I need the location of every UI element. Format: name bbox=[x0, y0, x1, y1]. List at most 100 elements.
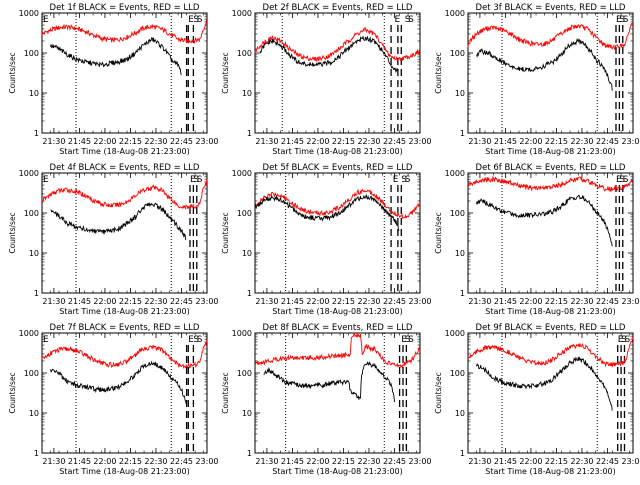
y-axis-label: Counts/sec bbox=[8, 212, 17, 253]
event-marker-label: E bbox=[401, 335, 407, 345]
x-tick-label: 22:00 bbox=[519, 297, 542, 306]
events-series-line bbox=[476, 37, 613, 91]
y-tick-label: 1 bbox=[247, 289, 252, 298]
x-axis-label: Start Time (18-Aug-08 21:23:00) bbox=[59, 307, 190, 316]
x-tick-label: 22:30 bbox=[357, 137, 380, 146]
x-tick-label: 22:45 bbox=[383, 137, 406, 146]
y-tick-label: 100 bbox=[24, 369, 39, 378]
events-series-line bbox=[50, 36, 182, 76]
x-tick-label: 21:45 bbox=[494, 457, 517, 466]
x-tick-label: 21:45 bbox=[68, 457, 91, 466]
y-tick-label: 1000 bbox=[19, 329, 39, 338]
y-axis-label: Counts/sec bbox=[434, 52, 443, 93]
y-axis-label: Counts/sec bbox=[8, 52, 17, 93]
x-tick-label: 22:45 bbox=[383, 457, 406, 466]
panel-title: Det 5f BLACK = Events, RED = LLD bbox=[263, 163, 413, 173]
x-tick-label: 22:15 bbox=[545, 297, 568, 306]
event-marker-label: E bbox=[188, 15, 194, 25]
event-marker-label: S bbox=[401, 175, 407, 185]
y-tick-label: 10 bbox=[242, 409, 252, 418]
events-series-line bbox=[476, 356, 613, 411]
y-tick-label: 1 bbox=[460, 129, 465, 138]
x-tick-label: 21:45 bbox=[281, 457, 304, 466]
x-tick-label: 21:45 bbox=[68, 297, 91, 306]
x-tick-label: 22:45 bbox=[170, 457, 193, 466]
y-tick-label: 1000 bbox=[445, 9, 465, 18]
x-tick-label: 22:15 bbox=[119, 297, 142, 306]
detector-panel-4: Det 4f BLACK = Events, RED = LLD 1 10 100 10… bbox=[8, 163, 219, 316]
detector-panel-1: Det 1f BLACK = Events, RED = LLD 1 10 100 10… bbox=[8, 3, 219, 156]
event-marker-label: S bbox=[621, 335, 627, 345]
y-tick-label: 1000 bbox=[232, 9, 252, 18]
panel-title: Det 2f BLACK = Events, RED = LLD bbox=[263, 3, 413, 13]
event-marker-label: E bbox=[188, 335, 194, 345]
event-marker-label: S bbox=[619, 15, 625, 25]
plot-frame bbox=[467, 12, 634, 134]
lld-series-line bbox=[41, 340, 208, 370]
x-tick-label: 22:15 bbox=[332, 457, 355, 466]
event-marker-label: S bbox=[197, 175, 203, 185]
y-tick-label: 10 bbox=[29, 249, 39, 258]
event-marker-label: S bbox=[624, 335, 630, 345]
x-axis-label: Start Time (18-Aug-08 21:23:00) bbox=[485, 307, 616, 316]
panel-title: Det 9f BLACK = Events, RED = LLD bbox=[476, 323, 626, 333]
y-tick-label: 10 bbox=[242, 249, 252, 258]
event-marker-label: E bbox=[616, 175, 622, 185]
x-axis-label: Start Time (18-Aug-08 21:23:00) bbox=[272, 467, 403, 476]
x-tick-label: 21:30 bbox=[255, 457, 278, 466]
detector-panel-9: Det 9f BLACK = Events, RED = LLD 1 10 100 10… bbox=[434, 323, 640, 476]
panel-title: Det 8f BLACK = Events, RED = LLD bbox=[263, 323, 413, 333]
plot-frame bbox=[254, 172, 421, 294]
event-marker-label: S bbox=[623, 175, 629, 185]
x-tick-label: 22:00 bbox=[93, 297, 116, 306]
x-tick-label: 22:30 bbox=[570, 457, 593, 466]
lld-series-line bbox=[41, 19, 208, 45]
y-tick-label: 1 bbox=[247, 129, 252, 138]
x-tick-label: 22:45 bbox=[596, 457, 619, 466]
y-axis-label: Counts/sec bbox=[434, 372, 443, 413]
events-series-line bbox=[259, 35, 399, 74]
y-tick-label: 1000 bbox=[445, 169, 465, 178]
event-marker-label: S bbox=[193, 15, 199, 25]
y-tick-label: 100 bbox=[237, 49, 252, 58]
event-marker-label: S bbox=[408, 15, 414, 25]
panel-title: Det 1f BLACK = Events, RED = LLD bbox=[50, 3, 200, 13]
x-tick-label: 23:00 bbox=[621, 457, 640, 466]
plot-frame bbox=[254, 332, 421, 454]
detector-panel-3: Det 3f BLACK = Events, RED = LLD 1 10 100 10… bbox=[434, 3, 640, 156]
y-axis-label: Counts/sec bbox=[434, 212, 443, 253]
x-tick-label: 22:00 bbox=[93, 457, 116, 466]
lld-series-line bbox=[254, 26, 421, 63]
event-marker-label: E bbox=[616, 15, 622, 25]
plot-frame bbox=[41, 12, 208, 134]
x-tick-label: 21:30 bbox=[255, 297, 278, 306]
events-series-line bbox=[476, 194, 613, 247]
x-tick-label: 23:00 bbox=[621, 137, 640, 146]
lld-series-line bbox=[254, 332, 421, 369]
x-tick-label: 21:30 bbox=[255, 137, 278, 146]
y-tick-label: 100 bbox=[450, 209, 465, 218]
y-tick-label: 10 bbox=[455, 89, 465, 98]
plot-frame bbox=[41, 172, 208, 294]
x-axis-label: Start Time (18-Aug-08 21:23:00) bbox=[59, 147, 190, 156]
event-marker-label: S bbox=[193, 175, 199, 185]
plot-frame bbox=[467, 332, 634, 454]
x-axis-label: Start Time (18-Aug-08 21:23:00) bbox=[272, 307, 403, 316]
x-tick-label: 21:30 bbox=[42, 137, 65, 146]
x-tick-label: 22:15 bbox=[119, 457, 142, 466]
y-axis-label: Counts/sec bbox=[221, 372, 230, 413]
detector-panel-5: Det 5f BLACK = Events, RED = LLD 1 10 100 10… bbox=[221, 163, 432, 316]
y-tick-label: 10 bbox=[29, 89, 39, 98]
x-tick-label: 21:45 bbox=[281, 297, 304, 306]
x-tick-label: 23:00 bbox=[408, 297, 431, 306]
x-tick-label: 22:00 bbox=[93, 137, 116, 146]
event-marker-label: E bbox=[618, 335, 624, 345]
x-tick-label: 23:00 bbox=[195, 297, 218, 306]
y-tick-label: 10 bbox=[242, 89, 252, 98]
detector-panel-8: Det 8f BLACK = Events, RED = LLD 1 10 100 10… bbox=[221, 323, 432, 476]
events-series-line bbox=[263, 361, 395, 403]
detector-panel-6: Det 6f BLACK = Events, RED = LLD 1 10 100 10… bbox=[434, 163, 640, 316]
lld-series-line bbox=[467, 22, 634, 51]
x-tick-label: 22:15 bbox=[119, 137, 142, 146]
